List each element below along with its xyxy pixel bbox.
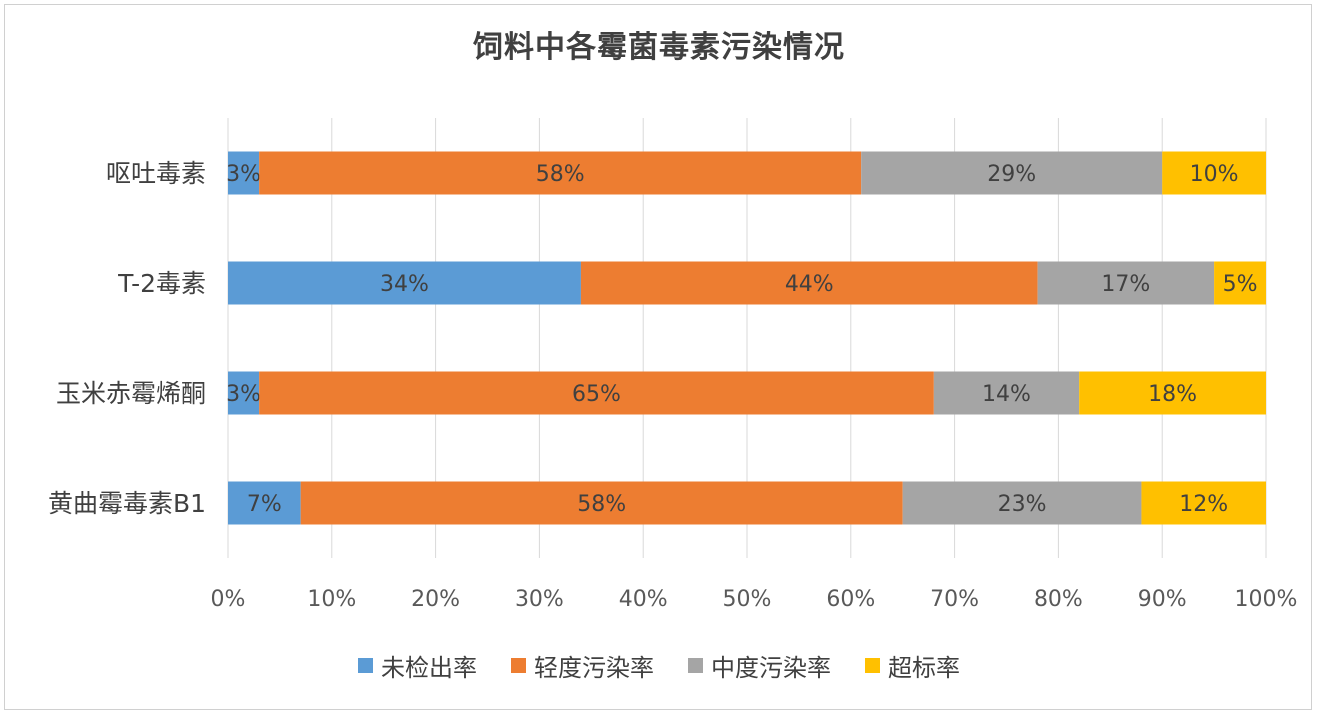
category-label: 黄曲霉毒素B1 [48,489,206,518]
x-tick-label: 20% [411,587,460,612]
data-label: 5% [1223,272,1258,297]
x-tick-label: 50% [723,587,772,612]
data-label: 29% [987,162,1036,187]
x-tick-label: 70% [930,587,979,612]
bar-segment [580,261,1038,305]
x-tick-label: 80% [1034,587,1083,612]
bar-segment [228,261,581,305]
data-label: 3% [226,162,261,187]
x-tick-label: 30% [515,587,564,612]
bar-segment [300,481,903,525]
bar-segment [1079,371,1266,415]
category-label: T-2毒素 [117,269,206,298]
legend-label: 超标率 [888,654,960,682]
data-label: 12% [1179,492,1228,517]
data-label: 18% [1148,382,1197,407]
data-label: 23% [998,492,1047,517]
bar-segment [228,481,301,525]
data-label: 58% [536,162,585,187]
data-label: 44% [785,272,834,297]
legend-swatch [358,658,373,673]
x-tick-label: 10% [307,587,356,612]
bar-segment [1141,481,1266,525]
bar-segment [1162,151,1266,195]
data-label: 14% [982,382,1031,407]
bar-segment [228,151,260,195]
x-tick-label: 90% [1138,587,1187,612]
chart-frame [4,4,1312,710]
legend-item: 未检出率 [358,648,477,683]
bar-segment [228,371,260,415]
data-label: 7% [247,492,282,517]
data-label: 65% [572,382,621,407]
legend-item: 中度污染率 [688,648,831,683]
legend-swatch [688,658,703,673]
data-label: 34% [380,272,429,297]
legend-swatch [865,658,880,673]
x-tick-label: 60% [826,587,875,612]
chart-title: 饲料中各霉菌毒素污染情况 [473,30,845,65]
bar-segment [259,371,934,415]
chart-legend: 未检出率 轻度污染率 中度污染率 超标率 [0,648,1318,683]
legend-label: 轻度污染率 [534,654,654,682]
legend-swatch [511,658,526,673]
legend-item: 超标率 [865,648,960,683]
data-label: 10% [1190,162,1239,187]
category-label: 玉米赤霉烯酮 [56,379,206,408]
legend-item: 轻度污染率 [511,648,654,683]
bar-segment [1214,261,1266,305]
data-label: 17% [1101,272,1150,297]
legend-label: 中度污染率 [711,654,831,682]
legend-label: 未检出率 [381,654,477,682]
bar-segment [902,481,1142,525]
bar-segment [1037,261,1215,305]
x-tick-label: 0% [211,587,246,612]
bar-segment [861,151,1163,195]
x-tick-label: 100% [1235,587,1298,612]
data-label: 3% [226,382,261,407]
bar-segment [933,371,1080,415]
category-label: 呕吐毒素 [106,159,206,188]
bar-segment [259,151,862,195]
x-tick-label: 40% [619,587,668,612]
data-label: 58% [577,492,626,517]
